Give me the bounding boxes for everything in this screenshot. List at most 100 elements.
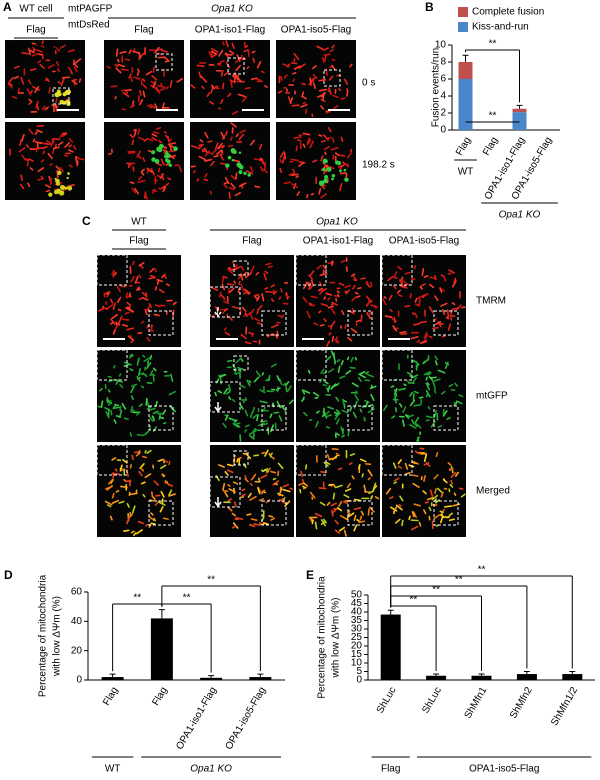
mitochondrion (209, 190, 213, 195)
mitochondrion (240, 283, 245, 292)
mitochondrion (267, 374, 271, 382)
mitochondrion (116, 58, 120, 63)
mitochondrion (126, 327, 135, 331)
group-label: WT (458, 167, 474, 178)
mitochondrion (332, 94, 339, 99)
mitochondrion (422, 294, 427, 299)
mitochondrion (442, 309, 446, 316)
mitochondrion (452, 280, 457, 288)
mitochondrion (322, 407, 325, 413)
mitochondrion (123, 361, 132, 366)
mitochondrion (399, 495, 404, 502)
mitochondrion (302, 485, 306, 489)
mitochondrion (327, 87, 332, 96)
mitochondrion (423, 371, 431, 376)
significance-label: ** (432, 585, 440, 596)
mitochondrion (420, 476, 423, 481)
mitochondrion (448, 269, 455, 274)
y-tick-label: 35 (351, 615, 363, 626)
y-tick-label: 60 (71, 587, 83, 598)
mitochondrion (292, 71, 297, 75)
y-tick-label: 20 (351, 641, 363, 652)
mitochondrion (140, 467, 145, 472)
mitochondrion (279, 288, 283, 293)
mitochondrion (140, 52, 145, 57)
micrograph (104, 122, 184, 200)
mitochondrion (243, 313, 251, 317)
mitochondrion (448, 383, 454, 388)
mitochondrion (107, 389, 111, 393)
y-tick-label: 20 (71, 645, 83, 656)
mitochondrion (327, 385, 331, 392)
image-background (104, 40, 184, 118)
mitochondrion (437, 424, 443, 429)
mitochondrion (143, 137, 149, 142)
mitochondrion (248, 379, 252, 384)
mitochondrion (141, 320, 145, 324)
mitochondrion (55, 97, 58, 104)
mitochondrion (270, 456, 275, 460)
mitochondrion (117, 322, 121, 326)
mitochondrion (414, 312, 418, 319)
mitochondrion (444, 361, 449, 370)
mitochondrion (168, 484, 174, 487)
mitochondrion (395, 518, 401, 524)
y-tick-label: 0 (440, 125, 446, 136)
mitochondrion (431, 494, 438, 501)
mitochondrion (114, 64, 119, 68)
mitochondrion (278, 415, 283, 422)
mitochondrion (393, 388, 398, 395)
mitochondrion (342, 500, 349, 505)
mitochondrion (408, 414, 414, 418)
signal-spot (231, 159, 235, 162)
mitochondrion (31, 42, 38, 46)
mitochondrion (138, 470, 143, 477)
image-background (5, 122, 85, 200)
mitochondrion (258, 522, 262, 527)
mitochondrion (259, 389, 266, 394)
mitochondrion (336, 507, 343, 512)
mitochondrion (306, 310, 311, 319)
signal-spot (166, 159, 171, 164)
mitochondrion (331, 64, 336, 71)
row-label: TMRM (476, 296, 506, 307)
mitochondrion (295, 175, 299, 179)
mitochondrion (233, 76, 236, 84)
mitochondrion (220, 98, 224, 105)
mitochondrion (400, 332, 408, 336)
mitochondrion (245, 170, 254, 175)
mitochondrion (251, 406, 256, 414)
mitochondrion (392, 325, 398, 332)
mitochondrion (309, 140, 314, 149)
mitochondrion (289, 487, 294, 491)
mitochondrion (261, 372, 265, 376)
mitochondrion (318, 134, 323, 137)
mitochondrion (312, 65, 317, 70)
mitochondrion (247, 492, 252, 498)
mitochondrion (292, 78, 296, 82)
mitochondrion (445, 316, 450, 320)
mitochondrion (249, 308, 255, 315)
header: WT cell (19, 4, 52, 15)
mitochondrion (320, 287, 328, 293)
mitochondrion (158, 288, 165, 294)
mitochondrion (392, 462, 397, 469)
mitochondrion (437, 369, 446, 374)
mitochondrion (109, 321, 115, 325)
mitochondrion (236, 424, 241, 428)
mitochondrion (192, 170, 196, 174)
signal-spot (54, 92, 60, 98)
mitochondrion (59, 132, 64, 139)
signal-spot (239, 165, 244, 170)
panel-label: E (306, 568, 314, 582)
mitochondrion (368, 490, 375, 495)
mitochondrion (52, 138, 61, 141)
mitochondrion (342, 161, 348, 166)
mitochondrion (230, 182, 236, 189)
mitochondrion (137, 176, 143, 181)
mitochondrion (37, 178, 43, 181)
mitochondrion (279, 150, 285, 158)
mitochondrion (344, 488, 352, 492)
mitochondrion (165, 182, 170, 187)
